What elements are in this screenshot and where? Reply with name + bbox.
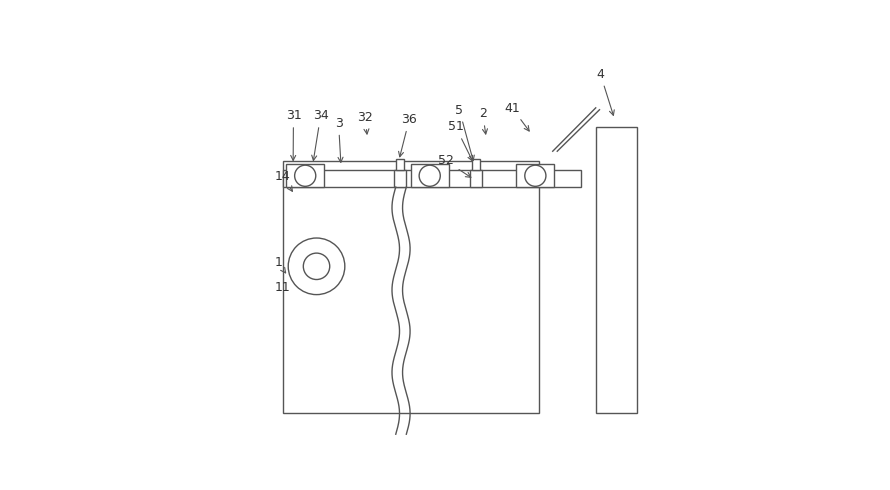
Text: 34: 34 xyxy=(312,109,328,161)
Circle shape xyxy=(295,165,316,186)
Text: 2: 2 xyxy=(479,107,488,134)
Text: 3: 3 xyxy=(335,117,343,162)
Text: 1: 1 xyxy=(274,256,286,273)
Circle shape xyxy=(303,253,329,279)
Bar xyxy=(287,165,324,187)
Bar xyxy=(282,161,539,414)
Text: 32: 32 xyxy=(357,111,373,134)
Circle shape xyxy=(525,165,546,186)
Text: 52: 52 xyxy=(438,154,471,177)
Bar xyxy=(473,159,480,170)
Text: 4: 4 xyxy=(596,68,614,115)
Text: 5: 5 xyxy=(456,103,474,161)
Text: 14: 14 xyxy=(274,170,293,191)
Bar xyxy=(396,159,404,170)
Text: 36: 36 xyxy=(399,113,417,157)
Circle shape xyxy=(288,238,344,294)
Bar xyxy=(471,170,481,187)
Text: 31: 31 xyxy=(286,109,302,160)
Text: 41: 41 xyxy=(505,101,530,131)
Bar xyxy=(282,170,580,187)
Text: 11: 11 xyxy=(274,281,290,294)
Bar xyxy=(516,165,554,187)
Bar xyxy=(411,165,449,187)
Bar xyxy=(595,127,637,414)
Bar xyxy=(394,170,406,187)
Text: 51: 51 xyxy=(448,121,473,161)
Circle shape xyxy=(419,165,441,186)
